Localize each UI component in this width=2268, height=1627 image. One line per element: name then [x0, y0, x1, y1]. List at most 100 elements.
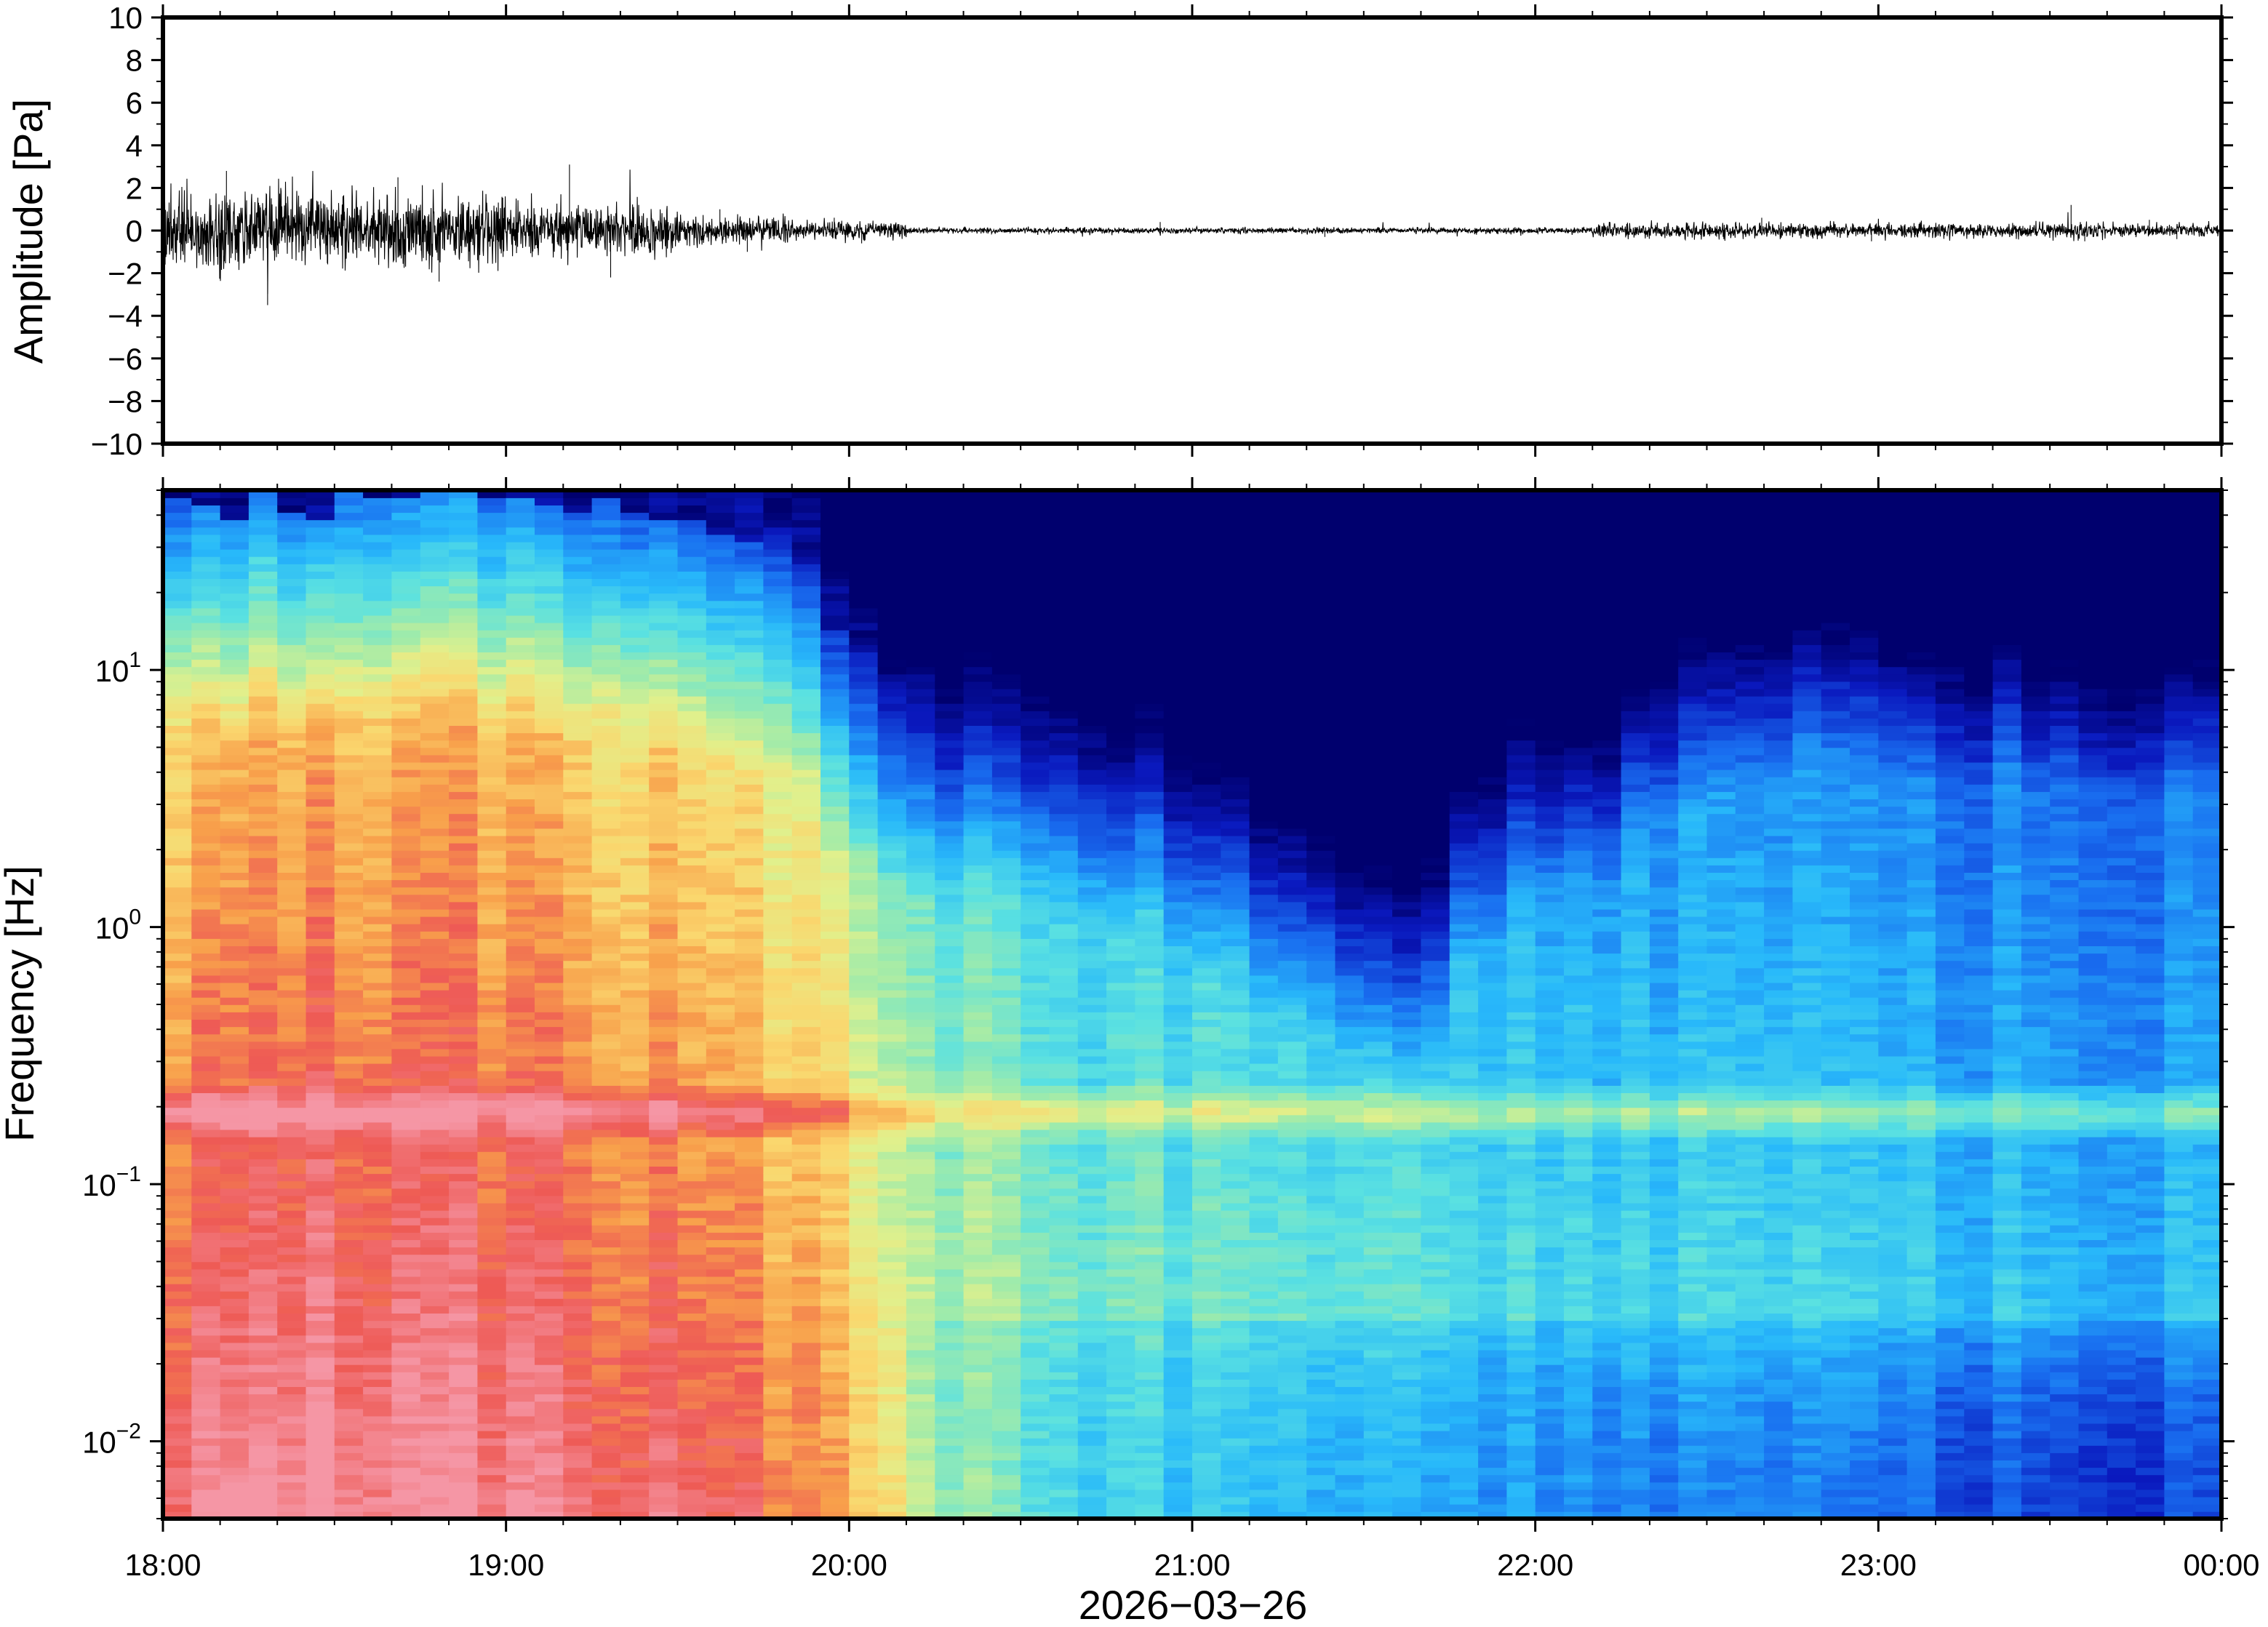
- spectrogram-cell: [363, 1306, 392, 1314]
- spectrogram-cell: [820, 1130, 850, 1138]
- spectrogram-cell: [620, 975, 650, 983]
- spectrogram-cell: [1135, 1409, 1164, 1417]
- spectrogram-cell: [849, 895, 878, 903]
- spectrogram-cell: [449, 895, 478, 903]
- spectrogram-cell: [191, 571, 220, 579]
- spectrogram-cell: [992, 1173, 1021, 1181]
- spectrogram-cell: [906, 1012, 935, 1020]
- spectrogram-cell: [1021, 953, 1050, 961]
- spectrogram-cell: [363, 1431, 392, 1439]
- spectrogram-cell: [220, 666, 249, 674]
- spectrogram-cell: [363, 1151, 392, 1159]
- spectrogram-cell: [477, 799, 506, 807]
- spectrogram-cell: [1050, 505, 1079, 513]
- spectrogram-cell: [163, 564, 192, 572]
- spectrogram-cell: [449, 740, 478, 748]
- spectrogram-cell: [420, 997, 450, 1005]
- spectrogram-cell: [563, 1306, 592, 1314]
- spectrogram-cell: [735, 512, 764, 520]
- spectrogram-cell: [1021, 1122, 1050, 1130]
- spectrogram-cell: [820, 1467, 850, 1475]
- spectrogram-cell: [878, 659, 907, 667]
- spectrogram-cell: [220, 535, 249, 543]
- spectrogram-cell: [220, 689, 249, 697]
- spectrogram-cell: [906, 1284, 935, 1292]
- spectrogram-cell: [792, 703, 821, 711]
- spectrogram-cell: [1021, 585, 1050, 593]
- spectrogram-cell: [477, 666, 506, 674]
- spectrogram-cell: [620, 1291, 650, 1299]
- spectrogram-cell: [820, 924, 850, 932]
- spectrogram-cell: [964, 850, 993, 858]
- spectrogram-cell: [220, 1431, 249, 1439]
- spectrogram-cell: [678, 556, 707, 564]
- spectrogram-cell: [1050, 1490, 1079, 1498]
- spectrogram-cell: [420, 1497, 450, 1505]
- spectrogram-cell: [363, 1115, 392, 1123]
- spectrogram-cell: [849, 769, 878, 777]
- spectrogram-cell: [820, 689, 850, 697]
- spectrogram-cell: [906, 689, 935, 697]
- spectrogram-cell: [1050, 1269, 1079, 1277]
- spectrogram-cell: [535, 556, 564, 564]
- spectrogram-cell: [277, 1306, 306, 1314]
- spectrogram-cell: [1050, 1482, 1079, 1490]
- spectrogram-cell: [1021, 608, 1050, 616]
- spectrogram-cell: [620, 1386, 650, 1394]
- spectrogram-cell: [706, 1159, 735, 1167]
- spectrogram-cell: [592, 1092, 621, 1100]
- spectrogram-cell: [277, 1284, 306, 1292]
- spectrogram-cell: [449, 1474, 478, 1482]
- spectrogram-cell: [678, 1218, 707, 1226]
- spectrogram-cell: [191, 1306, 220, 1314]
- spectrogram-cell: [420, 1159, 450, 1167]
- spectrogram-cell: [964, 585, 993, 593]
- spectrogram-cell: [163, 762, 192, 770]
- spectrogram-cell: [706, 1115, 735, 1123]
- spectrogram-cell: [763, 1085, 792, 1093]
- spectrogram-cell: [1078, 696, 1107, 704]
- spectrogram-cell: [277, 1218, 306, 1226]
- spectrogram-cell: [1050, 843, 1079, 851]
- spectrogram-cell: [849, 791, 878, 799]
- spectrogram-cell: [620, 623, 650, 631]
- spectrogram-cell: [249, 696, 278, 704]
- spectrogram-cell: [191, 1262, 220, 1270]
- spectrogram-cell: [706, 931, 735, 939]
- spectrogram-cell: [249, 1313, 278, 1321]
- spectrogram-cell: [992, 1115, 1021, 1123]
- spectrogram-cell: [335, 696, 364, 704]
- spectrogram-cell: [678, 659, 707, 667]
- spectrogram-cell: [1078, 652, 1107, 660]
- spectrogram-cell: [191, 1504, 220, 1512]
- spectrogram-cell: [935, 1019, 964, 1027]
- spectrogram-cell: [306, 556, 335, 564]
- spectrogram-cell: [878, 953, 907, 961]
- spectrogram-cell: [820, 1034, 850, 1042]
- spectrogram-cell: [449, 1100, 478, 1108]
- spectrogram-cell: [220, 1085, 249, 1093]
- spectrogram-cell: [763, 748, 792, 756]
- spectrogram-cell: [820, 769, 850, 777]
- spectrogram-cell: [706, 1012, 735, 1020]
- spectrogram-cell: [1021, 997, 1050, 1005]
- spectrogram-cell: [506, 1107, 535, 1115]
- spectrogram-cell: [592, 1357, 621, 1365]
- spectrogram-cell: [992, 1122, 1021, 1130]
- spectrogram-cell: [563, 659, 592, 667]
- spectrogram-cell: [449, 1239, 478, 1247]
- spectrogram-cell: [563, 1327, 592, 1335]
- spectrogram-cell: [678, 564, 707, 572]
- spectrogram-cell: [678, 1357, 707, 1365]
- spectrogram-cell: [620, 512, 650, 520]
- spectrogram-cell: [363, 512, 392, 520]
- spectrogram-cell: [992, 689, 1021, 697]
- spectrogram-cell: [449, 784, 478, 792]
- spectrogram-cell: [964, 983, 993, 991]
- spectrogram-cell: [763, 828, 792, 836]
- spectrogram-cell: [763, 593, 792, 601]
- spectrogram-cell: [906, 836, 935, 844]
- spectrogram-cell: [191, 725, 220, 733]
- spectrogram-cell: [906, 1034, 935, 1042]
- spectrogram-cell: [563, 696, 592, 704]
